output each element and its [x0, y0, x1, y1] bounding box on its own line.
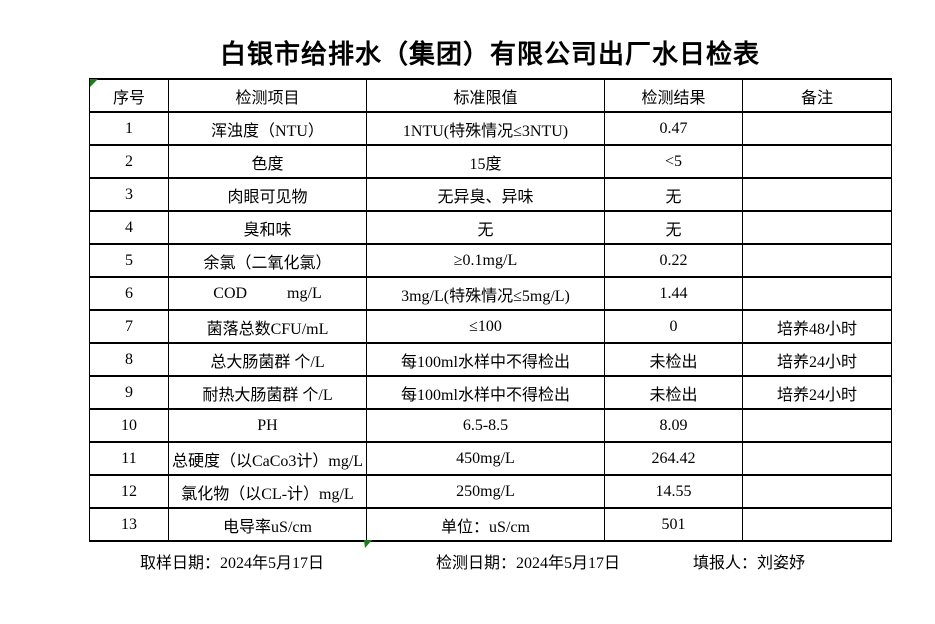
table-cell: 10	[89, 408, 169, 443]
table-row: 1 浑浊度（NTU） 1NTU(特殊情况≤3NTU) 0.47	[89, 111, 892, 146]
table-row: 9 耐热大肠菌群 个/L 每100ml水样中不得检出 未检出 培养24小时	[89, 375, 892, 410]
table-cell: 0.47	[604, 111, 743, 146]
table-row: 2 色度 15度 <5	[89, 144, 892, 179]
table-cell: 250mg/L	[366, 474, 605, 509]
table-cell: 单位：uS/cm	[366, 507, 605, 542]
table-cell: 每100ml水样中不得检出	[366, 342, 605, 377]
table-cell: 色度	[168, 144, 367, 179]
table-cell: COD mg/L	[168, 276, 367, 311]
table-cell	[742, 210, 892, 245]
table-cell: 0.22	[604, 243, 743, 278]
inspection-table: 序号 检测项目 标准限值 检测结果 备注 1 浑浊度（NTU） 1NTU(特殊情况≤3NTU…	[89, 78, 892, 542]
testing-date: 检测日期：2024年5月17日	[436, 555, 621, 572]
table-cell: 3	[89, 177, 169, 212]
table-cell: 6.5-8.5	[366, 408, 605, 443]
table-cell: 5	[89, 243, 169, 278]
header-row: 序号 检测项目 标准限值 检测结果 备注	[89, 78, 892, 113]
table-cell	[742, 243, 892, 278]
table-cell: 电导率uS/cm	[168, 507, 367, 542]
table-row: 11 总硬度（以CaCo3计）mg/L 450mg/L 264.42	[89, 441, 892, 476]
table-cell: 无	[604, 210, 743, 245]
table-row: 3 肉眼可见物 无异臭、异味无	[89, 177, 892, 212]
table-cell: 余氯（二氧化氯）	[168, 243, 367, 278]
table-row: 13 电导率uS/cm 单位：uS/cm 501	[89, 507, 892, 542]
table-row: 4 臭和味无无	[89, 210, 892, 245]
column-header: 检测结果	[604, 78, 743, 113]
table-cell: 培养24小时	[742, 342, 892, 377]
table-cell: 培养48小时	[742, 309, 892, 344]
table-cell: 无异臭、异味	[366, 177, 605, 212]
column-header: 备注	[742, 78, 892, 113]
table-cell: 总大肠菌群 个/L	[168, 342, 367, 377]
table-cell: 264.42	[604, 441, 743, 476]
table-cell: 14.55	[604, 474, 743, 509]
table-cell: <5	[604, 144, 743, 179]
table-cell: 3mg/L(特殊情况≤5mg/L)	[366, 276, 605, 311]
column-header: 标准限值	[366, 78, 605, 113]
table-cell: 臭和味	[168, 210, 367, 245]
table-cell: 6	[89, 276, 169, 311]
table-cell: 12	[89, 474, 169, 509]
table-cell: 2	[89, 144, 169, 179]
table-row: 6 COD mg/L 3mg/L(特殊情况≤5mg/L) 1.44	[89, 276, 892, 311]
table-cell: 450mg/L	[366, 441, 605, 476]
table-cell: 4	[89, 210, 169, 245]
table-cell: 11	[89, 441, 169, 476]
table-cell: 培养24小时	[742, 375, 892, 410]
table-cell: 未检出	[604, 375, 743, 410]
table-cell	[742, 177, 892, 212]
table-cell: 13	[89, 507, 169, 542]
table-cell: 总硬度（以CaCo3计）mg/L	[168, 441, 367, 476]
table-cell: PH	[168, 408, 367, 443]
table-row: 10 PH 6.5-8.5 8.09	[89, 408, 892, 443]
table-cell: 浑浊度（NTU）	[168, 111, 367, 146]
sampling-date: 取样日期：2024年5月17日	[140, 555, 325, 572]
excel-bottom-marker-icon	[364, 540, 372, 548]
table-cell: 无	[604, 177, 743, 212]
table-row: 7 菌落总数CFU/mL ≤100 0 培养48小时	[89, 309, 892, 344]
table-cell: 1NTU(特殊情况≤3NTU)	[366, 111, 605, 146]
table-cell	[742, 144, 892, 179]
table-cell	[742, 408, 892, 443]
table-cell	[742, 276, 892, 311]
table-cell: 肉眼可见物	[168, 177, 367, 212]
table-cell: 菌落总数CFU/mL	[168, 309, 367, 344]
reporter-name: 填报人：刘姿妤	[693, 555, 806, 572]
excel-corner-marker-icon	[90, 79, 98, 87]
table-row: 8 总大肠菌群 个/L 每100ml水样中不得检出 未检出 培养24小时	[89, 342, 892, 377]
table-cell	[742, 507, 892, 542]
table-cell: 未检出	[604, 342, 743, 377]
table-cell: 7	[89, 309, 169, 344]
table-cell: 1.44	[604, 276, 743, 311]
table-cell: 8.09	[604, 408, 743, 443]
table-cell: 15度	[366, 144, 605, 179]
table-cell: 501	[604, 507, 743, 542]
table-cell	[742, 441, 892, 476]
page-title: 白银市给排水（集团）有限公司出厂水日检表	[219, 40, 760, 69]
table-row: 5 余氯（二氧化氯） ≥0.1mg/L 0.22	[89, 243, 892, 278]
table-cell: 1	[89, 111, 169, 146]
table-cell	[742, 111, 892, 146]
table-cell: 氯化物（以CL-计）mg/L	[168, 474, 367, 509]
table-cell: 耐热大肠菌群 个/L	[168, 375, 367, 410]
table-cell: 8	[89, 342, 169, 377]
table-cell: 无	[366, 210, 605, 245]
table-cell: ≤100	[366, 309, 605, 344]
table-cell	[742, 474, 892, 509]
table-cell: 9	[89, 375, 169, 410]
table-cell: ≥0.1mg/L	[366, 243, 605, 278]
column-header: 序号	[89, 78, 169, 113]
table-row: 12 氯化物（以CL-计）mg/L 250mg/L 14.55	[89, 474, 892, 509]
column-header: 检测项目	[168, 78, 367, 113]
table-cell: 每100ml水样中不得检出	[366, 375, 605, 410]
table-body: 1 浑浊度（NTU） 1NTU(特殊情况≤3NTU) 0.47 2 色度 15度 <5 3 肉眼可…	[89, 111, 892, 542]
table-cell: 0	[604, 309, 743, 344]
